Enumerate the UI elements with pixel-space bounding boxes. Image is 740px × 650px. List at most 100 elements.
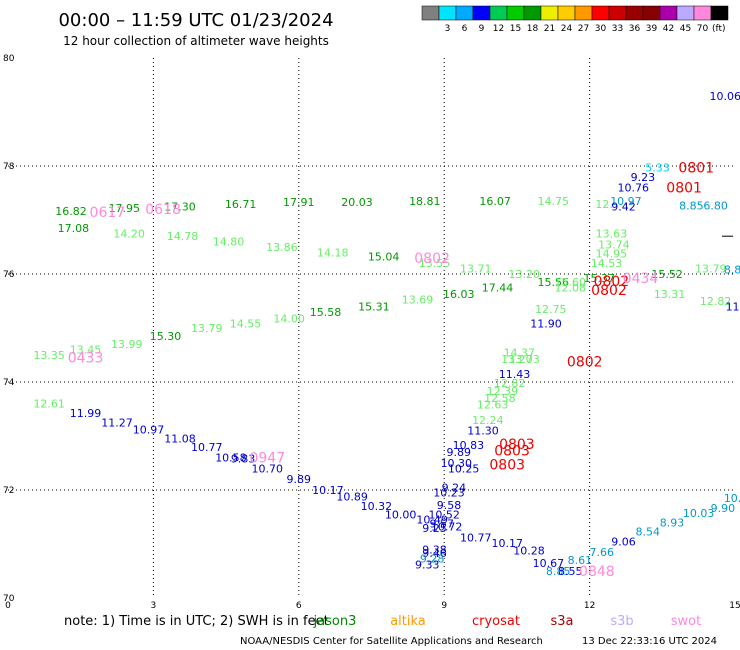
wave-height-point: 5.33	[645, 162, 670, 175]
wave-height-point: 11	[726, 300, 740, 313]
wave-height-point: 16.82	[55, 205, 87, 218]
legend-swatch	[438, 5, 457, 21]
wave-height-point: 14.95	[596, 247, 628, 260]
legend-swatch-label: 9	[479, 24, 485, 34]
legend-swatch	[540, 5, 559, 21]
y-tick-label: 78	[3, 162, 15, 172]
legend-swatch-label: 12	[493, 24, 504, 34]
wave-height-point: 6.80	[703, 199, 728, 212]
wave-height-point: 10.83	[453, 439, 485, 452]
wave-height-point: 10.30	[441, 457, 473, 470]
wave-height-point: 12.24	[472, 414, 504, 427]
track-id-label: 0433	[68, 351, 104, 367]
wave-height-point: 10.97	[610, 195, 642, 208]
wave-height-point: 10.17	[312, 484, 344, 497]
legend-swatch-label: 24	[561, 24, 573, 34]
wave-height-point: 13.63	[596, 228, 628, 241]
x-tick-label: 15	[729, 601, 740, 611]
track-id-label: 0434	[623, 271, 659, 287]
track-id-label: 0803	[499, 437, 535, 453]
wave-height-point: 8.55	[558, 565, 583, 578]
wave-height-point: 9.89	[287, 473, 312, 486]
wave-height-point: 11.30	[467, 425, 499, 438]
legend-swatch	[557, 5, 576, 21]
wave-height-point: 16.07	[479, 195, 511, 208]
wave-height-point: 13.86	[266, 241, 298, 254]
wave-height-point: 15.52	[651, 268, 683, 281]
track-id-label: 0803	[489, 458, 525, 474]
x-tick-label: 3	[151, 601, 157, 611]
legend-swatch-label: 18	[527, 24, 539, 34]
wave-height-point: 18.81	[409, 195, 441, 208]
chart-subtitle: 12 hour collection of altimeter wave hei…	[63, 34, 329, 48]
x-tick-label: 9	[441, 601, 447, 611]
wave-height-point: 13.31	[654, 288, 686, 301]
wave-height-point: 10.06	[710, 90, 740, 103]
wave-height-point: 14.55	[230, 318, 262, 331]
mission-legend: jason3 altika cryosat s3a s3b swot	[313, 614, 702, 629]
wave-height-point: 15.31	[358, 300, 390, 313]
wave-height-point: 12.39	[487, 385, 519, 398]
wave-height-point: 10.58	[215, 452, 247, 465]
wave-height-point: 14.80	[213, 236, 245, 249]
wave-height-point: 13.20	[501, 353, 533, 366]
wave-height-point: 10.17	[491, 537, 523, 550]
wave-height-point: 10.67	[533, 557, 565, 570]
legend-swatch	[455, 5, 474, 21]
wave-height-point: 13.79	[191, 322, 223, 335]
wave-height-point: 9.89	[446, 446, 471, 459]
y-tick-label: 74	[3, 378, 15, 388]
wave-height-point: 9.46	[422, 547, 447, 560]
track-id-label: 0802	[591, 283, 627, 299]
wave-height-point: 12.63	[477, 399, 509, 412]
track-id-label: 0802	[414, 251, 450, 267]
y-tick-label: 72	[3, 486, 14, 496]
wave-height-point: 12.58	[484, 392, 516, 405]
footer-timestamp: 13 Dec 22:33:16 UTC 2024	[582, 636, 717, 647]
footer-note: note: 1) Time is in UTC; 2) SWH is in fe…	[64, 614, 329, 629]
wave-height-point: 7.66	[589, 546, 614, 559]
wave-height-point: 14.20	[113, 228, 145, 241]
wave-height-point: 10.72	[431, 521, 463, 534]
mission-label: cryosat	[472, 614, 520, 629]
wave-height-point: 10.77	[191, 441, 223, 454]
track-id-label: 0801	[678, 161, 714, 177]
wave-height-point: 13.71	[460, 263, 492, 276]
wave-height-point: 10.23	[433, 487, 465, 500]
wave-height-point: 8.93	[660, 516, 685, 529]
wave-height-point: 9.23	[631, 171, 656, 184]
wave-height-point: 9.28	[420, 553, 445, 566]
legend-swatch-label: 15	[510, 24, 521, 34]
mission-label: s3a	[550, 614, 573, 629]
wave-height-point: 17.91	[283, 196, 315, 209]
wave-height-point: 14.37	[504, 346, 536, 359]
wave-height-point: 12.75	[535, 303, 567, 316]
legend-swatch-label: 3	[445, 24, 451, 34]
legend-swatch	[625, 5, 644, 21]
chart-title: 00:00 – 11:59 UTC 01/23/2024	[58, 10, 333, 31]
legend-swatch-label: 70	[697, 24, 709, 34]
wave-height-point: 10.77	[460, 532, 492, 545]
wave-height-point: 10.70	[252, 462, 284, 475]
wave-height-point: 11.27	[101, 417, 133, 430]
legend-swatch-label: 21	[544, 24, 555, 34]
wave-height-point: 14.78	[167, 230, 199, 243]
wave-height-point: 13.73	[508, 353, 540, 366]
legend-swatch	[710, 5, 729, 21]
y-tick-label: 80	[3, 54, 15, 64]
legend-swatch	[523, 5, 542, 21]
wave-height-point: 14.53	[591, 257, 623, 270]
wave-height-point: 9.38	[422, 543, 447, 556]
wave-height-point: 10.49	[416, 514, 448, 527]
mission-label: altika	[390, 614, 426, 629]
wave-height-point: 15.60	[554, 276, 586, 289]
legend-swatch-label: 27	[578, 24, 589, 34]
wave-height-point: 9.24	[442, 481, 467, 494]
legend-swatch-label: 6	[462, 24, 468, 34]
track-id-label: 0802	[567, 354, 603, 370]
wave-height-point: 11.99	[70, 407, 102, 420]
wave-height-point: 15.37	[584, 272, 616, 285]
legend-swatch	[642, 5, 661, 21]
